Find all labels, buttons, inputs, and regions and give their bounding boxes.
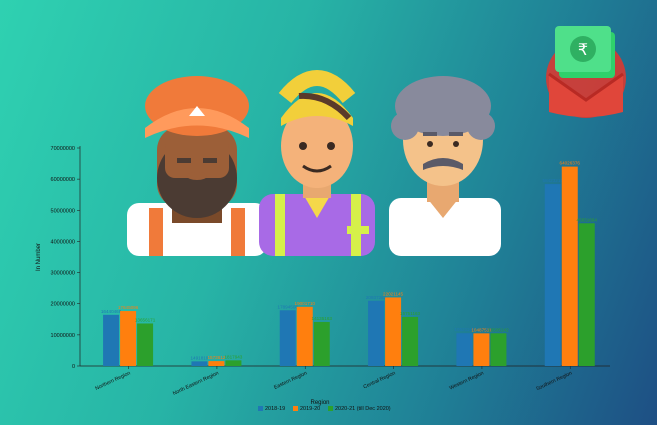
x-tick-label: North Eastern Region <box>172 370 220 397</box>
bar-2-1 <box>296 306 313 366</box>
y-tick-label: 60000000 <box>51 177 75 183</box>
bar-5-2 <box>578 223 595 366</box>
bar-2-2 <box>313 321 330 366</box>
bar-3-2 <box>402 316 419 366</box>
rupee-envelope-icon: ₹ <box>546 26 626 118</box>
bar-0-0 <box>103 314 120 366</box>
y-tick-label: 40000000 <box>51 239 75 245</box>
bar-1-0 <box>191 361 208 366</box>
man-with-yellow-turban-icon <box>259 70 375 256</box>
bar-value-label: 10505142 <box>488 327 509 332</box>
bar-1-2 <box>225 360 242 366</box>
y-tick-label: 10000000 <box>51 333 75 339</box>
bar-0-1 <box>120 311 137 366</box>
x-tick-label: Central Region <box>363 370 397 390</box>
y-axis-title: In Number <box>36 243 42 271</box>
y-tick-label: 30000000 <box>51 271 75 277</box>
bar-2-0 <box>279 310 296 366</box>
bar-value-label: 22021145 <box>383 291 404 296</box>
bar-value-label: 10521167 <box>454 327 475 332</box>
y-tick-label: 70000000 <box>51 146 75 152</box>
x-axis-title: Region <box>310 400 329 406</box>
bar-3-1 <box>385 297 402 366</box>
bar-5-1 <box>561 166 578 366</box>
y-tick-label: 0 <box>72 364 75 370</box>
bar-value-label: 19001710 <box>295 301 316 306</box>
bar-3-0 <box>368 300 385 366</box>
x-tick-label: Southern Region <box>535 370 573 392</box>
man-with-mustache-icon <box>389 76 501 256</box>
bar-value-label: 14135163 <box>312 316 333 321</box>
x-tick-label: Western Region <box>449 370 485 391</box>
y-tick-label: 20000000 <box>51 302 75 308</box>
bar-4-0 <box>456 333 473 366</box>
bar-value-label: 16440468 <box>101 309 122 314</box>
man-with-turban-icon <box>127 76 267 256</box>
bar-value-label: 10487511 <box>471 327 492 332</box>
legend-swatch <box>328 406 333 411</box>
legend-label: 2018-19 <box>265 406 285 412</box>
bar-value-label: 1817943 <box>224 354 242 359</box>
bar-1-1 <box>208 361 225 366</box>
x-tick-label: Eastern Region <box>273 370 308 391</box>
legend-swatch <box>293 406 298 411</box>
bar-0-2 <box>137 323 154 366</box>
bar-5-0 <box>544 184 561 366</box>
bar-value-label: 45831664 <box>577 217 598 222</box>
three-men-illustration <box>127 70 501 256</box>
bar-value-label: 20937282 <box>366 295 387 300</box>
bar-value-label: 1573612 <box>207 355 225 360</box>
bar-value-label: 17645096 <box>118 305 139 310</box>
bar-value-label: 13656171 <box>135 317 156 322</box>
x-tick-label: Northern Region <box>94 370 131 392</box>
svg-text:₹: ₹ <box>578 40 588 59</box>
bar-4-1 <box>473 333 490 366</box>
bar-value-label: 1491819 <box>190 355 208 360</box>
bar-value-label: 15751163 <box>400 311 421 316</box>
bar-4-2 <box>490 333 507 366</box>
legend-swatch <box>258 406 263 411</box>
bar-value-label: 58423217 <box>543 178 564 183</box>
bar-value-label: 64026376 <box>560 161 581 166</box>
legend-label: 2019-20 <box>300 406 320 412</box>
y-tick-label: 50000000 <box>51 208 75 214</box>
bar-value-label: 17894508 <box>278 304 299 309</box>
legend-label: 2020-21 (till Dec 2020) <box>335 406 391 412</box>
